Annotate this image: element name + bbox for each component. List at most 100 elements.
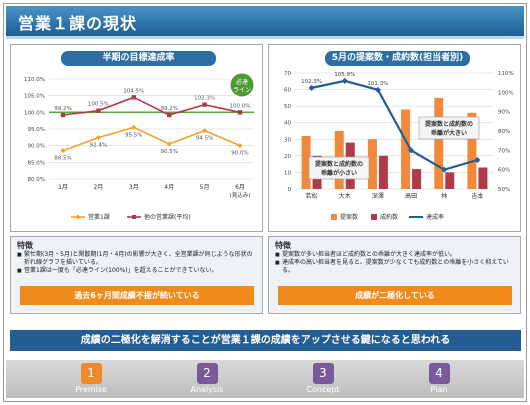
data-point bbox=[60, 148, 66, 154]
x-tick-label: 2月 bbox=[93, 184, 103, 191]
y-right-tick-label: 50% bbox=[498, 187, 510, 193]
data-point bbox=[95, 135, 101, 141]
left-feature-list: 繁忙期(3月・5月)と閑散期(1月・4月)の影響が大きく、全営業課が同じような形… bbox=[17, 251, 257, 275]
callout-badge bbox=[229, 72, 255, 98]
data-point bbox=[131, 124, 137, 130]
callout-text: 提案数と成約数の bbox=[315, 160, 363, 168]
y-right-tick-label: 90% bbox=[498, 110, 510, 116]
callout-text: 提案数と成約数の bbox=[425, 120, 473, 128]
data-label: 94.5% bbox=[196, 136, 213, 142]
conclusion-banner: 成績の二極化を解消することが営業１課の成績をアップさせる鍵になると思われる bbox=[10, 330, 521, 351]
x-tick-label: 4月 bbox=[164, 184, 174, 191]
right-panel-title: 5月の提案数・成約数(担当者別) bbox=[325, 51, 470, 66]
y-tick-label: 60 bbox=[284, 88, 291, 94]
left-feature-banner: 過去6ヶ月間成績不振が続いている bbox=[20, 286, 254, 305]
data-point bbox=[96, 108, 101, 113]
data-point bbox=[237, 110, 243, 115]
data-label: 95.5% bbox=[125, 132, 142, 138]
list-item: 営業1課は一度も「必達ライン(100%)」を超えることができていない。 bbox=[17, 267, 257, 275]
callout-text: ライン bbox=[233, 87, 251, 94]
data-point bbox=[341, 77, 348, 84]
step-label: Premise bbox=[75, 385, 107, 394]
list-item: 繁忙期(3月・5月)と閑散期(1月・4月)の影響が大きく、全営業課が同じような形… bbox=[17, 251, 257, 267]
x-tick-label: 林 bbox=[441, 192, 447, 200]
x-tick-label: 吉本 bbox=[471, 192, 483, 200]
right-feature-list: 提案数が多い担当者ほど成約数との乖離が大きく達成率が低い。 達成率の高い担当者を… bbox=[275, 251, 515, 275]
data-point bbox=[308, 84, 315, 91]
data-point bbox=[202, 128, 208, 134]
list-item: 提案数が多い担当者ほど成約数との乖離が大きく達成率が低い。 bbox=[275, 251, 515, 259]
y-tick-label: 95.0% bbox=[28, 127, 45, 133]
data-point bbox=[131, 95, 136, 100]
y-tick-label: 100.0% bbox=[24, 110, 45, 116]
y-tick-label: 110.0% bbox=[24, 77, 45, 83]
bar-proposals bbox=[401, 109, 411, 189]
step-number: 3 bbox=[312, 363, 334, 384]
y-tick-label: 70 bbox=[284, 71, 291, 77]
data-label: 92.4% bbox=[90, 143, 107, 149]
y-tick-label: 30 bbox=[284, 137, 291, 143]
left-feature-box: 特徴 繁忙期(3月・5月)と閑散期(1月・4月)の影響が大きく、全営業課が同じよ… bbox=[10, 236, 263, 314]
y-tick-label: 90.0% bbox=[28, 144, 45, 150]
data-label: 102.3% bbox=[194, 96, 215, 102]
y-tick-label: 10 bbox=[284, 170, 291, 176]
left-panel-title: 半期の目標達成率 bbox=[61, 51, 216, 66]
list-item: 達成率の高い担当者を見ると、提案数が少なくても成約数との乖離を小さく抑えている。 bbox=[275, 259, 515, 275]
data-label: 90.5% bbox=[160, 149, 177, 155]
y-right-tick-label: 100% bbox=[498, 90, 514, 96]
bar-proposals bbox=[367, 139, 377, 189]
legend-label: 提案数 bbox=[340, 213, 358, 221]
data-point bbox=[166, 141, 172, 147]
right-feature-banner: 成績が二極化している bbox=[278, 286, 512, 305]
series-line bbox=[311, 79, 478, 171]
bar-proposals bbox=[434, 97, 444, 189]
step-label: Analysis bbox=[190, 385, 224, 394]
data-label: 88.5% bbox=[54, 156, 71, 162]
data-point bbox=[167, 112, 172, 118]
data-point bbox=[202, 102, 207, 107]
y-tick-label: 40 bbox=[284, 121, 291, 127]
data-label: 105.9% bbox=[334, 72, 355, 78]
bar-contracts bbox=[478, 167, 488, 189]
data-point bbox=[374, 86, 381, 93]
x-tick-label: 1月 bbox=[58, 184, 68, 191]
bar-contracts bbox=[378, 155, 388, 189]
callout-text: 乖離が大きい bbox=[431, 129, 467, 137]
callout-text: 必達 bbox=[236, 78, 248, 86]
data-label: 101.3% bbox=[367, 81, 388, 87]
y-right-tick-label: 80% bbox=[498, 129, 510, 135]
data-label: 100.5% bbox=[88, 102, 109, 108]
callout-large bbox=[418, 116, 480, 140]
step-label: Concept bbox=[306, 385, 340, 394]
y-right-tick-label: 70% bbox=[498, 148, 510, 154]
legend-label: 成約数 bbox=[380, 213, 398, 221]
x-tick-sublabel: (見込み) bbox=[230, 191, 251, 199]
step-concept[interactable]: 3 Concept bbox=[268, 360, 378, 398]
right-feature-heading: 特徴 bbox=[275, 241, 291, 250]
data-label: 100.0% bbox=[230, 103, 251, 109]
data-point bbox=[237, 143, 243, 149]
legend-label: 他の営業課(平均) bbox=[144, 213, 191, 221]
right-chart-panel: 5月の提案数・成約数(担当者別) 70 60 50 40 30 20 10 0 110% 100%… bbox=[268, 44, 521, 232]
data-point bbox=[60, 112, 66, 118]
step-number: 4 bbox=[428, 363, 450, 384]
step-premise[interactable]: 1 Premise bbox=[36, 360, 146, 398]
x-tick-label: 高田 bbox=[405, 192, 417, 200]
data-label: 99.2% bbox=[160, 106, 177, 112]
data-label: 102.3% bbox=[301, 79, 322, 85]
y-right-tick-label: 110% bbox=[498, 71, 514, 77]
left-chart-panel: 半期の目標達成率 110.0% 105.0% 100.0% 95.0% 90.0% 85.… bbox=[10, 44, 263, 232]
page-title: 営業１課の現状 bbox=[18, 14, 138, 33]
bar-proposals bbox=[301, 135, 311, 189]
data-label: 104.5% bbox=[123, 88, 144, 94]
x-tick-label: 5月 bbox=[200, 184, 210, 191]
step-plan[interactable]: 4 Plan bbox=[384, 360, 494, 398]
x-tick-label: 6月 bbox=[235, 184, 245, 191]
step-number: 2 bbox=[196, 363, 218, 384]
x-tick-label: 3月 bbox=[129, 184, 139, 191]
step-analysis[interactable]: 2 Analysis bbox=[152, 360, 262, 398]
line-chart: 110.0% 105.0% 100.0% 95.0% 90.0% 85.0% 80.0% 1月… bbox=[24, 72, 255, 221]
callout-small bbox=[308, 156, 370, 180]
step-navigation: 1 Premise 2 Analysis 3 Concept 4 Plan bbox=[6, 360, 524, 398]
legend-marker bbox=[75, 214, 81, 220]
